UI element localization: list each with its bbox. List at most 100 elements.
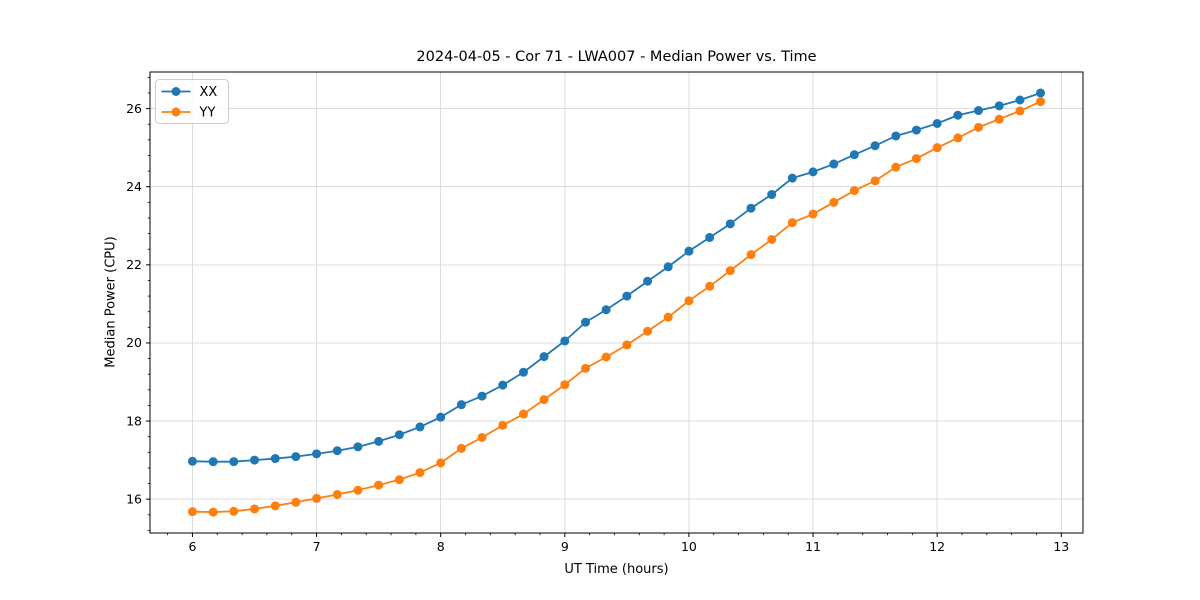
data-point-xx: [932, 118, 942, 128]
data-point-xx: [1015, 95, 1025, 105]
data-point-xx: [394, 430, 404, 440]
data-point-yy: [498, 420, 508, 430]
data-point-yy: [643, 326, 653, 336]
data-point-yy: [250, 504, 260, 514]
data-point-yy: [374, 480, 384, 490]
data-point-yy: [477, 432, 487, 442]
data-point-xx: [725, 219, 735, 229]
x-tick-label: 10: [681, 539, 697, 554]
data-point-xx: [870, 141, 880, 151]
x-tick-label: 7: [313, 539, 321, 554]
data-point-yy: [581, 363, 591, 373]
data-point-yy: [953, 133, 963, 143]
data-point-xx: [601, 305, 611, 315]
data-point-xx: [560, 336, 570, 346]
data-point-xx: [581, 317, 591, 327]
data-point-xx: [374, 436, 384, 446]
y-axis-label: Median Power (CPU): [103, 236, 119, 368]
legend-box: [155, 79, 229, 124]
data-point-yy: [456, 443, 466, 453]
legend-marker-icon: [171, 87, 181, 96]
data-point-xx: [436, 412, 446, 422]
series-line-xx: [191, 92, 1042, 463]
data-point-xx: [498, 380, 508, 390]
data-point-yy: [332, 489, 342, 499]
y-tick-label: 22: [126, 257, 142, 272]
data-point-yy: [684, 296, 694, 306]
data-point-xx: [663, 262, 673, 272]
legend-label: YY: [199, 106, 216, 121]
x-tick-label: 8: [437, 539, 445, 554]
data-point-yy: [725, 266, 735, 276]
x-axis-label: UT Time (hours): [564, 562, 669, 577]
data-point-yy: [829, 197, 839, 207]
y-tick-label: 18: [126, 413, 142, 428]
data-point-xx: [270, 454, 280, 464]
series-line-yy: [191, 100, 1042, 513]
data-point-yy: [849, 186, 859, 196]
data-point-xx: [973, 106, 983, 116]
data-point-xx: [808, 167, 818, 177]
data-point-xx: [477, 391, 487, 401]
data-point-xx: [312, 449, 322, 459]
data-point-yy: [622, 340, 632, 350]
data-point-yy: [787, 218, 797, 228]
data-point-yy: [560, 380, 570, 390]
data-point-xx: [684, 246, 694, 256]
data-point-xx: [746, 203, 756, 213]
data-point-yy: [415, 468, 425, 478]
x-tick-label: 11: [805, 539, 821, 554]
x-tick-label: 9: [561, 539, 569, 554]
data-point-xx: [208, 457, 218, 467]
legend-marker-icon: [171, 107, 181, 117]
data-point-yy: [808, 209, 818, 219]
data-point-xx: [187, 456, 197, 466]
data-point-yy: [601, 352, 611, 362]
data-point-xx: [767, 190, 777, 200]
data-point-xx: [829, 159, 839, 169]
data-point-xx: [1036, 88, 1046, 98]
data-point-xx: [891, 131, 901, 141]
data-point-yy: [994, 114, 1004, 124]
data-point-yy: [705, 281, 715, 291]
data-point-yy: [870, 176, 880, 186]
data-point-xx: [622, 291, 632, 301]
axes-frame: [149, 71, 1084, 534]
legend-label: XX: [200, 85, 218, 100]
data-point-yy: [539, 395, 549, 405]
data-point-xx: [415, 422, 425, 432]
data-point-yy: [394, 475, 404, 485]
data-point-yy: [1036, 97, 1046, 107]
data-point-yy: [891, 162, 901, 172]
data-point-yy: [291, 497, 301, 507]
x-tick-label: 6: [188, 539, 196, 554]
data-point-yy: [663, 312, 673, 322]
data-point-yy: [518, 409, 528, 419]
data-point-xx: [353, 442, 363, 452]
data-point-yy: [312, 493, 322, 503]
data-point-yy: [932, 143, 942, 153]
data-point-xx: [518, 367, 528, 377]
data-point-yy: [911, 154, 921, 164]
data-point-xx: [332, 446, 342, 456]
data-point-xx: [911, 125, 921, 135]
data-point-yy: [436, 458, 446, 468]
data-point-yy: [973, 122, 983, 132]
data-point-xx: [787, 173, 797, 183]
chart-title: 2024-04-05 - Cor 71 - LWA007 - Median Po…: [416, 49, 817, 65]
y-tick-label: 16: [126, 491, 142, 506]
data-point-xx: [539, 352, 549, 362]
x-tick-label: 12: [929, 539, 945, 554]
x-tick-label: 13: [1053, 539, 1069, 554]
data-point-xx: [849, 150, 859, 160]
y-tick-label: 26: [126, 101, 142, 116]
data-point-xx: [250, 455, 260, 465]
data-point-xx: [229, 457, 239, 467]
data-point-xx: [994, 101, 1004, 111]
data-point-yy: [1015, 106, 1025, 116]
data-point-xx: [705, 232, 715, 242]
data-point-yy: [208, 507, 218, 517]
data-point-xx: [953, 110, 963, 120]
